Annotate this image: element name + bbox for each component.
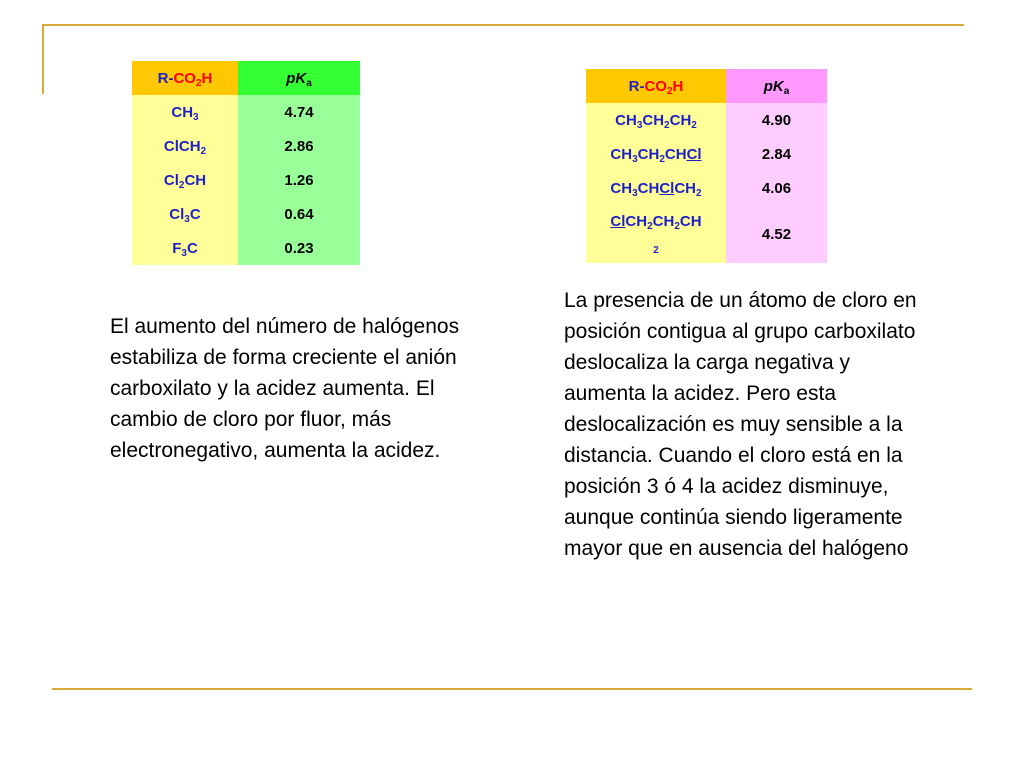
formula-cell: CH3CH2CH2 [586, 103, 726, 137]
pka-value-cell: 2.86 [238, 129, 360, 163]
table-header-row: R-CO2H pKa [132, 61, 360, 95]
formula-cell: ClCH2CH2CH 2 [586, 205, 726, 263]
table-row: F3C 0.23 [132, 231, 360, 265]
halogen-number-explanation: El aumento del número de halógenos estab… [110, 315, 460, 462]
pka-value-cell: 4.90 [726, 103, 827, 137]
pka-value-cell: 4.06 [726, 171, 827, 205]
table-row: ClCH2CH2CH 2 4.52 [586, 205, 827, 263]
formula-cell: CH3 [132, 95, 238, 129]
pka-table-chlorine-position: R-CO2H pKa CH3CH2CH2 4.90 CH3CH2CHCl 2.8… [586, 69, 827, 263]
pka-value-cell: 0.64 [238, 197, 360, 231]
header-pka-cell: pKa [726, 69, 827, 103]
header-group-cell: R-CO2H [586, 69, 726, 103]
pka-value-cell: 2.84 [726, 137, 827, 171]
table-row: CH3 4.74 [132, 95, 360, 129]
formula-cell: Cl3C [132, 197, 238, 231]
pka-value-cell: 4.74 [238, 95, 360, 129]
table-row: CH3CHClCH2 4.06 [586, 171, 827, 205]
top-rule [42, 24, 964, 26]
table-row: Cl3C 0.64 [132, 197, 360, 231]
formula-cell: F3C [132, 231, 238, 265]
table-row: CH3CH2CH2 4.90 [586, 103, 827, 137]
table-row: CH3CH2CHCl 2.84 [586, 137, 827, 171]
formula-cell: ClCH2 [132, 129, 238, 163]
table-row: Cl2CH 1.26 [132, 163, 360, 197]
header-pka-cell: pKa [238, 61, 360, 95]
chlorine-position-explanation: La presencia de un átomo de cloro en pos… [564, 289, 917, 560]
header-group-cell: R-CO2H [132, 61, 238, 95]
formula-cell: CH3CHClCH2 [586, 171, 726, 205]
bottom-rule [52, 688, 972, 690]
pka-value-cell: 0.23 [238, 231, 360, 265]
pka-value-cell: 1.26 [238, 163, 360, 197]
pka-value-cell: 4.52 [726, 205, 827, 263]
formula-cell: CH3CH2CHCl [586, 137, 726, 171]
pka-table-halogen-count: R-CO2H pKa CH3 4.74 ClCH2 2.86 Cl2CH 1.2… [132, 61, 360, 265]
left-rule [42, 24, 44, 94]
table-row: ClCH2 2.86 [132, 129, 360, 163]
table-header-row: R-CO2H pKa [586, 69, 827, 103]
formula-cell: Cl2CH [132, 163, 238, 197]
